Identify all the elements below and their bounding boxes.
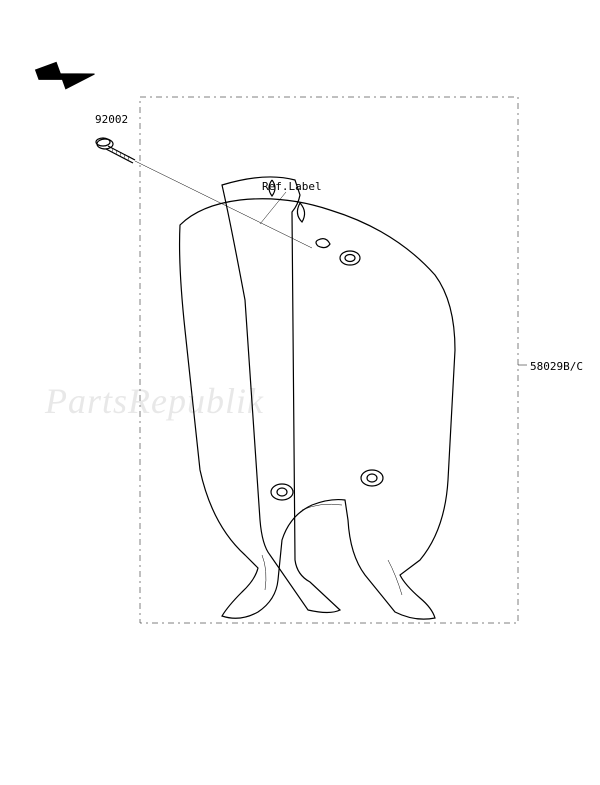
bolt-part: [96, 138, 135, 163]
direction-arrow: [36, 51, 96, 96]
panel-part: [180, 177, 455, 619]
assembly-outline: [140, 97, 518, 623]
parts-diagram: PartsRepublik: [0, 0, 600, 785]
diagram-svg: [0, 0, 600, 785]
